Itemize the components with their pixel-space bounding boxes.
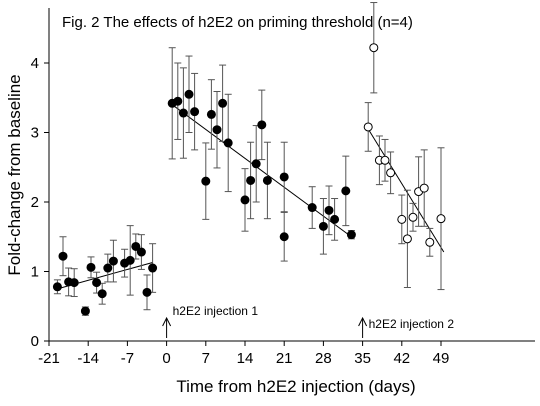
filled-point	[346, 230, 356, 240]
y-tick-label: 0	[31, 333, 39, 350]
open-point	[363, 122, 373, 132]
y-tick-label: 1	[31, 264, 39, 281]
filled-point	[131, 241, 141, 251]
filled-point	[341, 186, 351, 196]
x-tick-label: 7	[202, 350, 210, 367]
open-point	[408, 212, 418, 222]
x-tick-label: -7	[121, 350, 134, 367]
open-point	[425, 237, 435, 247]
open-point	[402, 234, 412, 244]
filled-point	[218, 98, 228, 108]
filled-point	[330, 214, 340, 224]
x-tick-label: 14	[237, 350, 254, 367]
injection-label: h2E2 injection 2	[369, 317, 455, 331]
y-tick-label: 2	[31, 194, 39, 211]
filled-point	[279, 172, 289, 182]
plot-frame	[48, 8, 535, 342]
x-tick-label: -14	[77, 350, 99, 367]
x-tick-label: 21	[276, 350, 293, 367]
x-tick-label: 35	[354, 350, 371, 367]
filled-point	[190, 107, 200, 117]
y-axis-label: Fold-change from baseline	[5, 74, 24, 275]
y-tick-label: 3	[31, 125, 39, 142]
filled-point	[206, 109, 216, 119]
filled-point	[178, 108, 188, 118]
filled-point	[86, 262, 96, 272]
x-tick-label: 49	[433, 350, 450, 367]
filled-point	[318, 221, 328, 231]
y-tick-label: 4	[31, 55, 39, 72]
filled-point	[324, 205, 334, 215]
filled-point	[103, 263, 113, 273]
x-tick-label: 0	[162, 350, 170, 367]
open-point	[369, 43, 379, 53]
filled-point	[97, 289, 107, 299]
x-tick-label: 42	[393, 350, 410, 367]
injection-label: h2E2 injection 1	[173, 304, 259, 318]
data-points	[52, 43, 446, 316]
open-point	[397, 214, 407, 224]
filled-point	[184, 89, 194, 99]
x-tick-label: 28	[315, 350, 332, 367]
filled-point	[251, 159, 261, 169]
annotations: h2E2 injection 1 h2E2 injection 2	[162, 304, 455, 338]
injection-arrow-head	[162, 316, 172, 327]
filled-point	[108, 256, 118, 266]
filled-point	[212, 125, 222, 135]
filled-point	[125, 255, 135, 265]
x-tick-label: -21	[38, 350, 60, 367]
filled-point	[223, 138, 233, 148]
injection-arrow-head	[358, 316, 368, 327]
open-point	[419, 183, 429, 193]
trend-line	[171, 104, 352, 238]
filled-point	[246, 175, 256, 185]
filled-point	[136, 247, 146, 257]
filled-point	[69, 278, 79, 288]
x-ticks: -21 -14 -7 0 7 14 21 28 35 42 49	[38, 341, 449, 367]
filled-point	[142, 287, 152, 297]
filled-point	[201, 176, 211, 186]
x-axis-label: Time from h2E2 injection (days)	[176, 377, 415, 396]
filled-point	[92, 278, 102, 288]
filled-point	[307, 203, 317, 213]
open-point	[380, 155, 390, 165]
filled-point	[257, 120, 267, 130]
filled-point	[262, 175, 272, 185]
filled-point	[58, 251, 68, 261]
open-point	[386, 168, 396, 178]
open-point	[436, 214, 446, 224]
filled-point	[279, 232, 289, 242]
y-ticks: 0 1 2 3 4	[31, 55, 49, 350]
chart-title: Fig. 2 The effects of h2E2 on priming th…	[62, 14, 413, 31]
filled-point	[52, 282, 62, 292]
filled-point	[80, 306, 90, 316]
filled-point	[148, 263, 158, 273]
filled-point	[240, 195, 250, 205]
filled-point	[173, 96, 183, 106]
